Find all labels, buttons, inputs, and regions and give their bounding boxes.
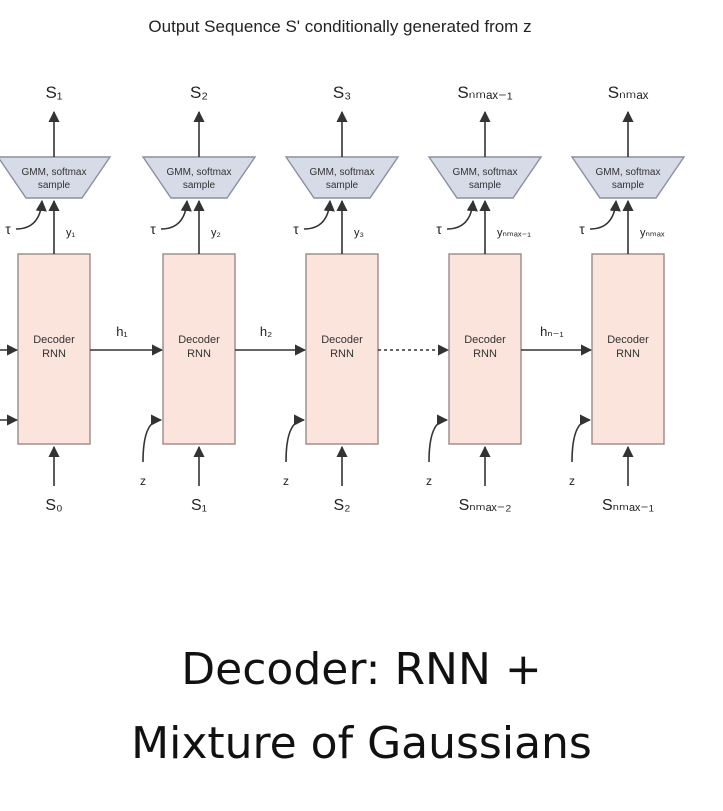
decoder-rnn-label: RNN — [42, 348, 66, 360]
z-label: z — [569, 474, 575, 488]
decoder-block-2: Decoder RNN GMM, softmax sample S₂ y₂ τ S₁ z — [140, 83, 257, 514]
input-label: S₁ — [191, 497, 207, 514]
decoder-rnn-label: Decoder — [33, 334, 75, 346]
decoder-rnn-box — [17, 253, 91, 445]
hidden-state-label: h₂ — [260, 324, 272, 339]
hidden-state-label: hₙ₋₁ — [540, 324, 564, 339]
decoder-rnn-label: Decoder — [321, 334, 363, 346]
output-label: Sₙₘₐₓ₋₁ — [457, 83, 513, 102]
z-arrow — [571, 414, 592, 463]
gmm-label: sample — [38, 180, 71, 191]
gmm-sampler — [427, 156, 543, 199]
gmm-sampler — [0, 156, 112, 199]
tau-label: τ — [293, 221, 299, 237]
decoder-rnn-label: Decoder — [178, 334, 220, 346]
output-label: Sₙₘₐₓ — [608, 83, 649, 102]
z-label: z — [426, 474, 432, 488]
input-label: Sₙₘₐₓ₋₂ — [459, 497, 512, 514]
gmm-label: sample — [183, 180, 216, 191]
y-label: y₂ — [211, 227, 221, 239]
output-label: S₁ — [45, 83, 62, 102]
gmm-label: GMM, softmax — [21, 167, 86, 178]
decoder-block-4: Decoder RNN GMM, softmax sample Sₙₘₐₓ₋₁ yₙₘₐₓ… — [426, 83, 543, 514]
gmm-label: GMM, softmax — [166, 167, 231, 178]
input-label: S₂ — [334, 497, 351, 514]
output-label: S₃ — [333, 83, 351, 102]
gmm-label: GMM, softmax — [452, 167, 517, 178]
tau-label: τ — [150, 221, 156, 237]
decoder-diagram: Output Sequence S' conditionally generat… — [0, 17, 686, 514]
gmm-label: sample — [326, 180, 359, 191]
decoder-block-5: Decoder RNN GMM, softmax sample Sₙₘₐₓ yₙₘₐₓ τ S… — [569, 83, 686, 514]
gmm-label: sample — [469, 180, 502, 191]
decoder-rnn-label: RNN — [473, 348, 497, 360]
decoder-block-1: Decoder RNN GMM, softmax sample S₁ y₁ τ S₀ — [0, 83, 112, 514]
z-label: z — [283, 474, 289, 488]
tau-arrow — [15, 199, 47, 230]
decoder-rnn-box — [305, 253, 379, 445]
hidden-state-label: h₁ — [116, 324, 128, 339]
z-arrow — [142, 414, 163, 463]
decoder-rnn-box — [448, 253, 522, 445]
output-label: S₂ — [190, 83, 208, 102]
y-label: y₃ — [354, 227, 364, 239]
tau-arrow — [589, 199, 621, 230]
hidden-link-2: h₂ — [235, 324, 307, 356]
gmm-label: GMM, softmax — [595, 167, 660, 178]
tau-label: τ — [5, 221, 11, 237]
y-label: yₙₘₐₓ₋₁ — [497, 227, 531, 239]
hidden-link-4: hₙ₋₁ — [521, 324, 593, 356]
decoder-block-3: Decoder RNN GMM, softmax sample S₃ y₃ τ S₂ z — [283, 83, 400, 514]
y-label: y₁ — [66, 227, 76, 239]
hidden-link-1: h₁ — [90, 324, 164, 356]
gmm-sampler — [284, 156, 400, 199]
decoder-rnn-label: Decoder — [607, 334, 649, 346]
tau-arrow — [160, 199, 192, 230]
decoder-rnn-box — [162, 253, 236, 445]
tau-arrow — [303, 199, 335, 230]
z-arrow — [285, 414, 306, 463]
decoder-rnn-label: RNN — [616, 348, 640, 360]
diagram-title: Output Sequence S' conditionally generat… — [148, 17, 531, 36]
gmm-sampler — [570, 156, 686, 199]
input-label: S₀ — [45, 497, 62, 514]
gmm-label: sample — [612, 180, 645, 191]
tau-label: τ — [579, 221, 585, 237]
decoder-rnn-label: RNN — [187, 348, 211, 360]
caption-line-1: Decoder: RNN + — [181, 644, 542, 695]
tau-arrow — [446, 199, 478, 230]
caption-line-2: Mixture of Gaussians — [131, 718, 592, 769]
tau-label: τ — [436, 221, 442, 237]
decoder-rnn-label: RNN — [330, 348, 354, 360]
z-label: z — [140, 474, 146, 488]
gmm-label: GMM, softmax — [309, 167, 374, 178]
y-label: yₙₘₐₓ — [640, 227, 665, 239]
gmm-sampler — [141, 156, 257, 199]
decoder-rnn-label: Decoder — [464, 334, 506, 346]
z-arrow — [428, 414, 449, 463]
input-label: Sₙₘₐₓ₋₁ — [602, 497, 654, 514]
